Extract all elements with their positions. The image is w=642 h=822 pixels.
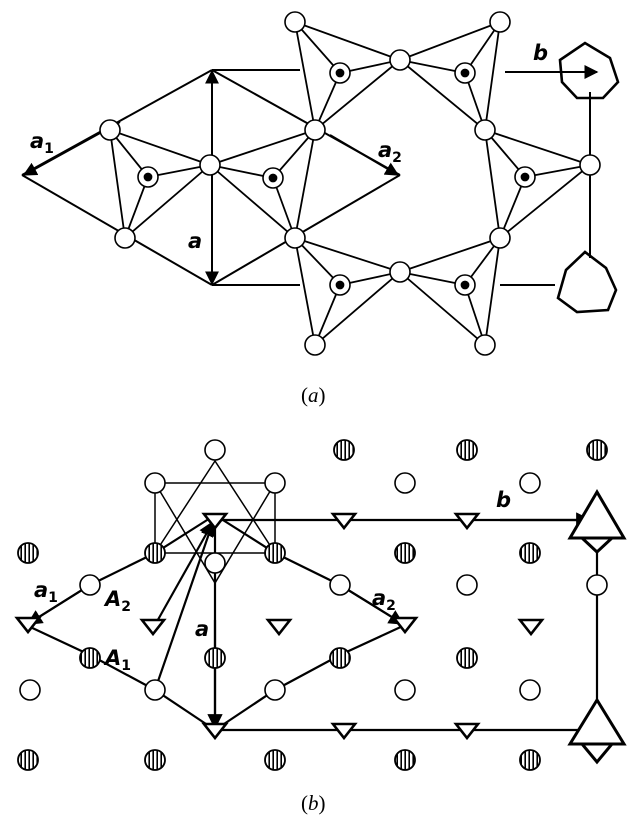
hatched-circles-b	[17, 439, 608, 771]
caption-b: (b)	[301, 791, 326, 815]
oxygen-atoms-a	[99, 11, 601, 356]
silicon-atoms-a	[137, 62, 536, 296]
label-A1-panel-b: A1	[103, 646, 131, 674]
panel-b	[14, 439, 627, 771]
label-b-panel-b: b	[496, 488, 511, 512]
open-circles-b	[19, 439, 608, 701]
tetrahedra-a	[108, 20, 592, 347]
caption-a: (a)	[301, 383, 326, 407]
lattice-lines-b	[25, 512, 600, 732]
large-triangles-b	[567, 489, 627, 765]
label-a2-panel-a: a2	[378, 138, 402, 166]
label-A2-panel-b: A2	[103, 587, 131, 615]
label-a1-panel-a: a1	[30, 129, 54, 157]
label-a1-panel-b: a1	[34, 578, 58, 606]
label-a-panel-a: a	[188, 229, 202, 253]
label-a2-panel-b: a2	[372, 586, 396, 614]
label-a-panel-b: a	[195, 617, 209, 641]
panel-a	[21, 11, 620, 356]
hexagons-a	[556, 41, 620, 314]
label-b-panel-a: b	[533, 41, 548, 65]
small-triangles-b	[14, 512, 545, 741]
